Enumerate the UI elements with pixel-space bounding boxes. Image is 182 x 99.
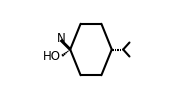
Text: N: N	[57, 32, 66, 45]
Text: HO: HO	[43, 50, 61, 63]
